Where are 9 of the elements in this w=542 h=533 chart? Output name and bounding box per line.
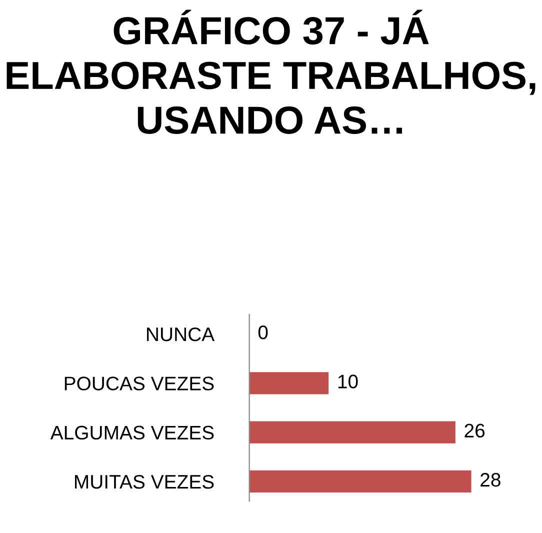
y-tick-label: ALGUMAS VEZES xyxy=(50,426,214,440)
data-label: 0 xyxy=(258,325,268,340)
y-tick-label: NUNCA xyxy=(147,327,215,342)
y-tick-label: MUITAS VEZES xyxy=(75,474,214,489)
data-label: 26 xyxy=(464,424,485,438)
data-label: 10 xyxy=(338,374,358,388)
chart-title: GRÁFICO 37 - JÁ ELABORASTE TRABALHOS, USANDO AS… xyxy=(6,10,536,134)
data-label: 28 xyxy=(480,472,500,487)
y-tick-label: POUCAS VEZES xyxy=(64,376,214,390)
